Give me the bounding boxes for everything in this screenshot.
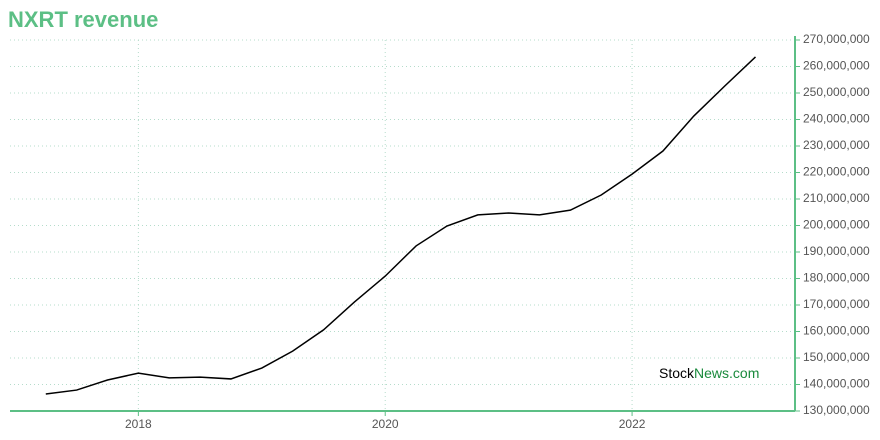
y-tick-label: 230,000,000 bbox=[803, 138, 870, 152]
y-tick-label: 250,000,000 bbox=[803, 85, 870, 99]
y-tick-label: 160,000,000 bbox=[803, 324, 870, 338]
y-tick-label: 150,000,000 bbox=[803, 350, 870, 364]
y-tick-label: 210,000,000 bbox=[803, 191, 870, 205]
y-tick-label: 260,000,000 bbox=[803, 59, 870, 73]
x-tick-label: 2020 bbox=[372, 417, 399, 431]
y-tick-label: 240,000,000 bbox=[803, 112, 870, 126]
y-tick-label: 140,000,000 bbox=[803, 377, 870, 391]
watermark-part: Stock bbox=[659, 365, 695, 381]
line bbox=[45, 56, 757, 395]
y-tick-label: 220,000,000 bbox=[803, 165, 870, 179]
y-tick-label: 180,000,000 bbox=[803, 271, 870, 285]
y-tick-label: 130,000,000 bbox=[803, 403, 870, 417]
y-tick-label: 200,000,000 bbox=[803, 218, 870, 232]
watermark-part: News.com bbox=[694, 365, 759, 381]
y-tick-label: 170,000,000 bbox=[803, 297, 870, 311]
x-tick-label: 2022 bbox=[619, 417, 646, 431]
watermark: StockNews.com bbox=[659, 365, 759, 381]
x-tick-label: 2018 bbox=[125, 417, 152, 431]
y-tick-label: 190,000,000 bbox=[803, 244, 870, 258]
y-tick-label: 270,000,000 bbox=[803, 32, 870, 46]
chart-title: NXRT revenue bbox=[8, 7, 158, 32]
